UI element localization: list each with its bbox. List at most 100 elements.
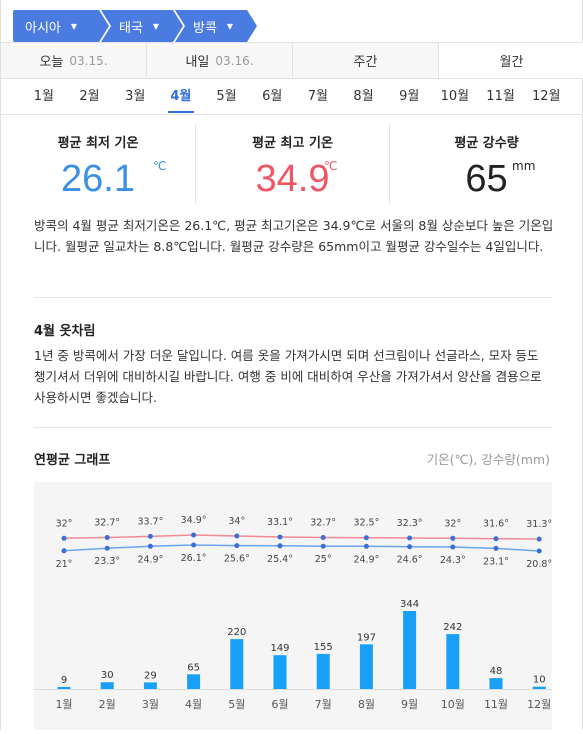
stat-max-temp: 평균 최고 기온 34.9 ℃ [195, 124, 389, 204]
rain-bar [489, 678, 503, 689]
rain-value-label: 65 [187, 662, 200, 673]
stat-max-label: 평균 최고 기온 [252, 136, 333, 151]
chevron-down-icon: ▼ [70, 21, 78, 31]
chevron-down-icon: ▼ [226, 21, 234, 31]
month-tab[interactable]: 12월 [531, 89, 561, 104]
rain-value-label: 48 [490, 666, 503, 677]
month-tab[interactable]: 7월 [307, 89, 328, 104]
section-divider [34, 427, 552, 428]
min-temp-point [450, 544, 456, 550]
tab-monthly-label: 월간 [499, 55, 524, 70]
max-temp-point [234, 533, 240, 539]
breadcrumb-region[interactable]: 아시아 ▼ [13, 10, 111, 42]
x-tick-label: 1월 [55, 698, 72, 711]
max-temp-point [536, 536, 542, 542]
max-temp-label: 31.3° [526, 519, 552, 530]
stat-min-value: 26.1 [61, 158, 135, 200]
rain-value-label: 242 [443, 622, 462, 633]
tab-monthly[interactable]: 월간 [439, 43, 583, 78]
stat-rain-unit: mm [512, 159, 536, 173]
breadcrumb-region-label: 아시아 [25, 20, 61, 36]
x-tick-label: 8월 [358, 698, 375, 711]
rain-value-label: 30 [101, 670, 114, 681]
rain-bar [403, 611, 417, 689]
rain-bar [532, 686, 546, 689]
breadcrumb-country[interactable]: 태국 ▼ [101, 10, 185, 42]
min-temp-point [61, 548, 67, 554]
stat-rain-row: 65 mm [390, 155, 583, 203]
rain-value-label: 9 [61, 675, 67, 686]
min-temp-point [277, 543, 283, 549]
min-temp-point [147, 543, 153, 549]
min-temp-point [320, 543, 326, 549]
max-temp-label: 32.3° [397, 518, 423, 529]
min-temp-label: 21° [56, 559, 73, 570]
max-temp-label: 32.5° [353, 518, 379, 529]
breadcrumb-country-label: 태국 [119, 20, 143, 36]
min-temp-label: 20.8° [526, 559, 552, 570]
breadcrumb-city[interactable]: 방콕 ▼ [175, 10, 259, 42]
stat-rain: 평균 강수량 65 mm [389, 124, 583, 204]
month-tab[interactable]: 6월 [262, 89, 283, 104]
tab-tomorrow-label: 내일 [185, 55, 210, 70]
min-temp-label: 25.4° [267, 554, 293, 565]
max-temp-point [320, 535, 326, 540]
stat-rain-label: 평균 강수량 [454, 136, 519, 151]
max-temp-label: 33.7° [137, 516, 163, 527]
min-temp-line [63, 544, 540, 552]
tab-weekly-label: 주간 [353, 55, 378, 70]
x-tick-label: 11월 [484, 698, 508, 711]
rain-bar [187, 674, 201, 689]
month-tab[interactable]: 10월 [440, 89, 470, 104]
tab-weekly[interactable]: 주간 [293, 43, 439, 78]
max-temp-point [147, 533, 153, 539]
x-tick-label: 2월 [99, 698, 116, 711]
month-tab[interactable]: 1월 [33, 89, 54, 104]
x-tick-label: 7월 [315, 698, 332, 711]
stat-max-value: 34.9 [255, 158, 330, 200]
annual-chart-svg: 32° 32.7° 33.7° 34.9° 34° 33.1° 32.7° 32.5° 32.3… [34, 515, 552, 711]
x-tick-label: 6월 [271, 698, 288, 711]
month-description: 방콕의 4월 평균 최저기온은 26.1℃, 평균 최고기온은 34.9℃로 서… [34, 218, 554, 254]
month-tab[interactable]: 5월 [216, 89, 237, 104]
rain-value-label: 197 [357, 632, 376, 643]
max-temp-label: 31.6° [483, 519, 509, 530]
min-temp-point [493, 545, 499, 551]
rain-value-label: 220 [227, 627, 246, 638]
tab-tomorrow-date: 03.16. [215, 53, 254, 68]
month-tab[interactable]: 11월 [486, 89, 515, 104]
x-tick-label: 5월 [228, 698, 245, 711]
rain-value-label: 29 [144, 670, 157, 681]
stats-summary: 평균 최저 기온 26.1 ℃ 평균 최고 기온 34.9 ℃ 평균 강수량 6… [1, 124, 583, 204]
tab-today[interactable]: 오늘 03.15. [1, 43, 147, 78]
max-temp-point [61, 535, 67, 541]
max-temp-label: 32° [56, 518, 73, 529]
stat-min-row: 26.1 ℃ [1, 155, 195, 203]
month-tab[interactable]: 8월 [353, 89, 374, 104]
breadcrumb: 아시아 ▼ 태국 ▼ 방콕 ▼ [13, 10, 259, 42]
max-temp-point [104, 535, 110, 540]
max-temp-label: 34° [228, 516, 245, 527]
day-tabs: 오늘 03.15. 내일 03.16. 주간 월간 [1, 42, 583, 79]
min-temp-label: 24.9° [137, 554, 163, 565]
min-temp-label: 25.6° [224, 554, 250, 565]
x-tick-label: 9월 [401, 698, 418, 711]
annual-chart: 32° 32.7° 33.7° 34.9° 34° 33.1° 32.7° 32.5° 32.3… [34, 482, 552, 730]
max-temp-point [191, 532, 197, 538]
clothes-title: 4월 옷차림 [34, 324, 96, 339]
month-tab-active[interactable]: 4월 [158, 80, 204, 114]
rain-bar [273, 655, 287, 689]
month-tab[interactable]: 3월 [125, 89, 146, 104]
month-tab[interactable]: 9월 [399, 89, 420, 104]
max-temp-line [63, 534, 540, 540]
tab-tomorrow[interactable]: 내일 03.16. [147, 43, 293, 78]
x-tick-label: 4월 [185, 698, 202, 711]
month-tab[interactable]: 2월 [79, 89, 100, 104]
rain-bar [359, 644, 373, 689]
min-temp-label: 26.1° [181, 553, 207, 564]
tab-today-date: 03.15. [69, 53, 108, 68]
min-temp-point [536, 548, 542, 554]
tab-today-label: 오늘 [39, 55, 64, 70]
rain-value-label: 344 [400, 599, 419, 610]
rain-bar [446, 634, 460, 689]
